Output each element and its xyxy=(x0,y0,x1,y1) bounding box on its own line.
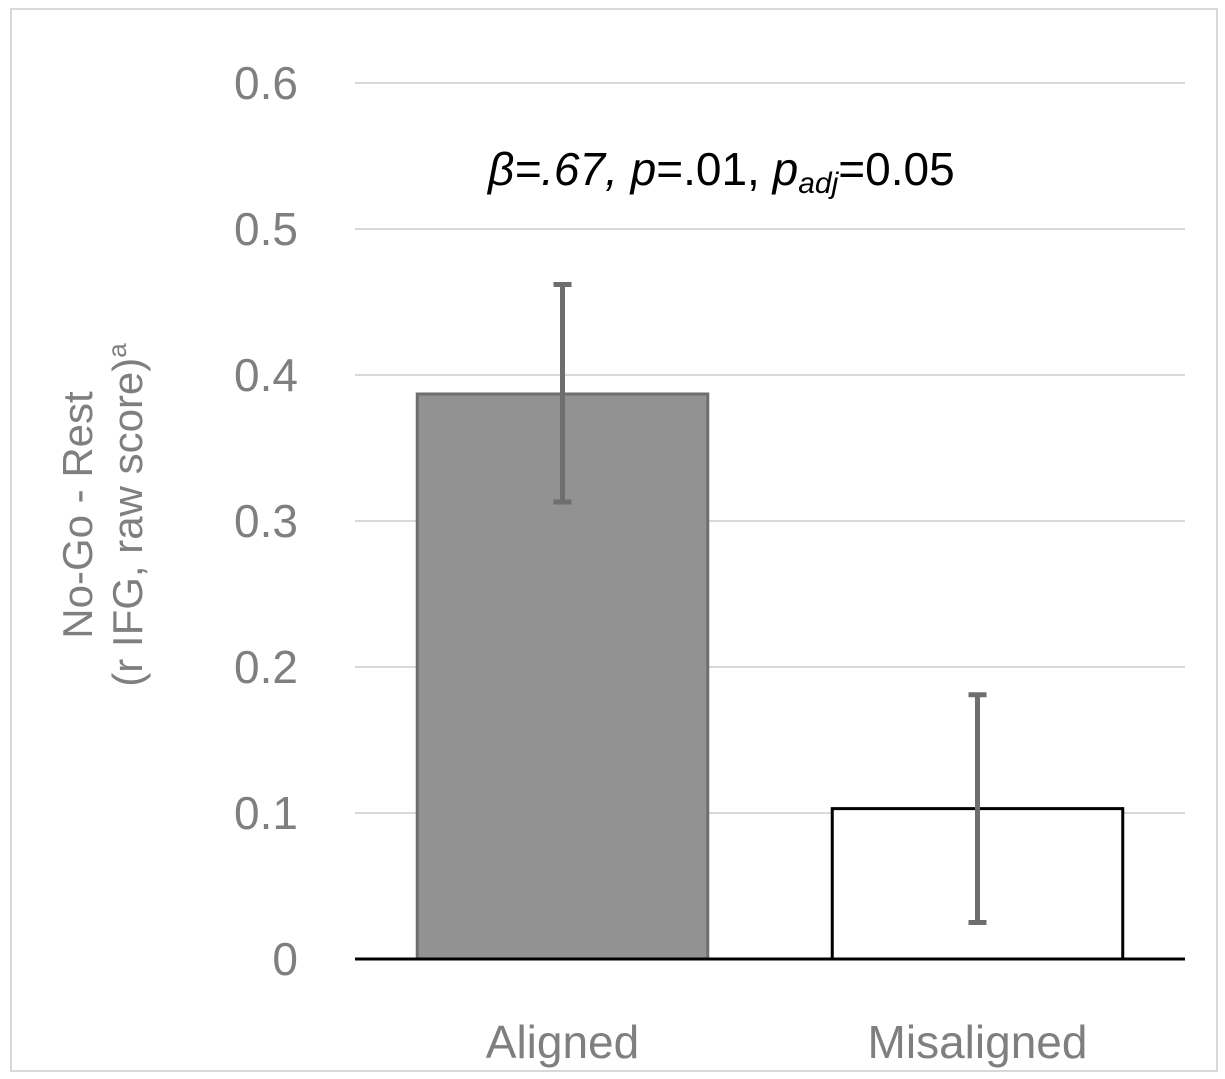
beta-symbol: β xyxy=(486,143,514,195)
y-axis-title-line1: No-Go - Rest xyxy=(54,391,101,639)
y-axis-title: No-Go - Rest (r IFG, raw score)a xyxy=(54,343,151,687)
p-value: =.01, xyxy=(656,143,772,195)
y-tick-label: 0.2 xyxy=(234,641,298,693)
p-symbol: p xyxy=(629,143,657,195)
y-tick-label: 0.3 xyxy=(234,495,298,547)
x-category-label: Aligned xyxy=(486,1016,639,1068)
padj-subscript: adj xyxy=(798,167,839,200)
stat-annotation: β=.67, p=.01, padj=0.05 xyxy=(486,143,955,200)
x-category-label: Misaligned xyxy=(868,1016,1088,1068)
error-bars xyxy=(553,281,987,925)
y-tick-label: 0.6 xyxy=(234,57,298,109)
padj-value: =0.05 xyxy=(838,143,954,195)
x-category-labels: Aligned Misaligned xyxy=(486,1016,1088,1068)
y-tick-label: 0.5 xyxy=(234,203,298,255)
y-axis-title-line2: (r IFG, raw score)a xyxy=(102,343,151,687)
y-tick-labels: 0 0.1 0.2 0.3 0.4 0.5 0.6 xyxy=(234,57,298,985)
y-tick-label: 0.1 xyxy=(234,787,298,839)
y-tick-label: 0.4 xyxy=(234,349,298,401)
y-tick-label: 0 xyxy=(272,933,298,985)
bars xyxy=(415,392,1125,961)
y-axis-title-line2-text: (r IFG, raw score) xyxy=(104,358,151,687)
y-axis-title-superscript: a xyxy=(102,343,132,358)
padj-symbol: p xyxy=(771,143,799,195)
beta-value: =.67, xyxy=(514,143,630,195)
